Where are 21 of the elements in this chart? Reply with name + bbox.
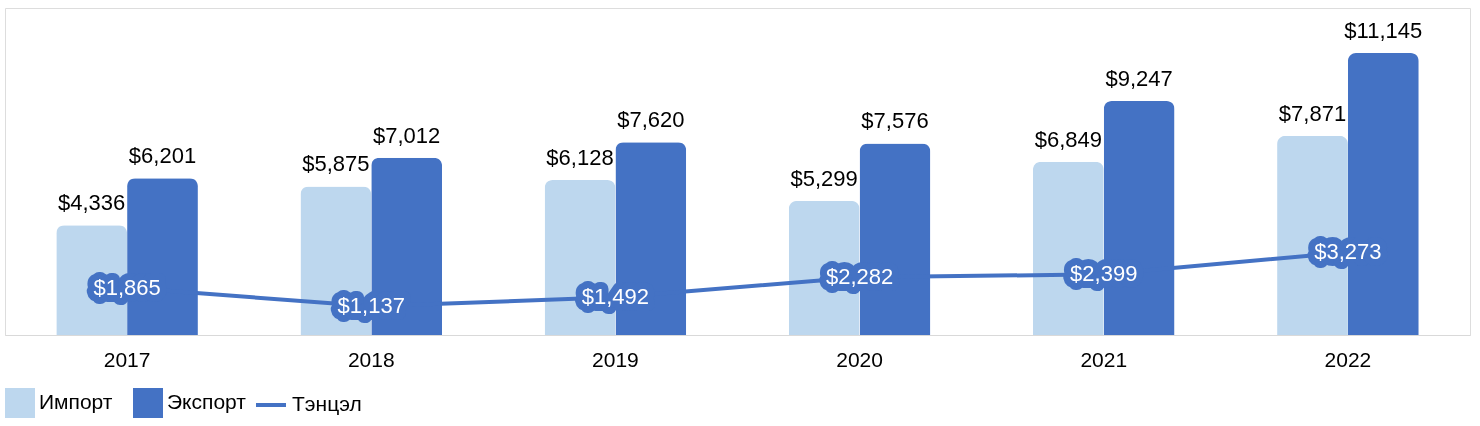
- data-label: $6,849: [1034, 126, 1102, 152]
- x-tick-label: 2019: [592, 347, 639, 371]
- x-tick-label: 2021: [1080, 347, 1128, 371]
- legend-label: Импорт: [39, 390, 113, 413]
- x-tick-label: 2017: [103, 347, 151, 371]
- x-tick-label: 2020: [836, 347, 883, 371]
- data-label: $5,299: [790, 165, 858, 191]
- data-label: $7,576: [861, 108, 929, 134]
- data-label: $5,875: [302, 151, 370, 177]
- legend-label: Тэнцэл: [292, 392, 362, 415]
- data-label: $7,620: [617, 107, 685, 133]
- x-tick-label: 2018: [347, 347, 395, 371]
- data-label: $11,145: [1344, 18, 1423, 44]
- legend-label: Экспорт: [167, 390, 247, 413]
- x-tick-label: 2022: [1324, 347, 1372, 371]
- data-label: $6,201: [128, 143, 197, 169]
- data-label: $6,128: [546, 145, 614, 170]
- data-label: $7,012: [373, 122, 441, 148]
- data-label: $4,336: [58, 190, 126, 216]
- data-label: $9,247: [1105, 66, 1173, 92]
- data-label: $7,871: [1278, 100, 1347, 126]
